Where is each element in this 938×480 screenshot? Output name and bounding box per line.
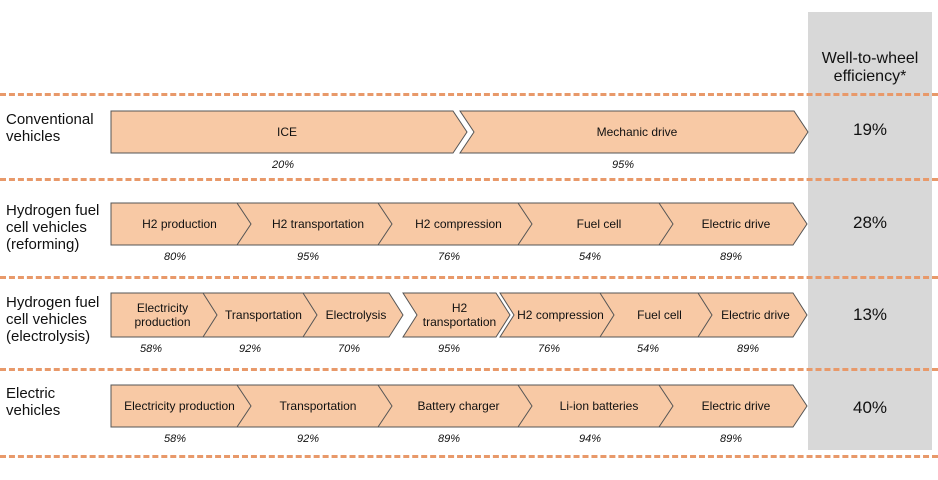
process-step-label: H2 transportation	[422, 301, 497, 329]
row-label-electric: Electric vehicles	[6, 385, 61, 419]
process-step-efficiency: 54%	[578, 251, 602, 263]
process-step-label: Transportation	[225, 308, 302, 322]
process-step-efficiency: 95%	[611, 159, 635, 171]
process-step-label: ICE	[276, 125, 297, 139]
efficiency-value-hydrogen-reforming: 28%	[852, 213, 888, 232]
process-step-label: Electricity production	[124, 399, 235, 413]
process-step-label: Fuel cell	[576, 217, 622, 231]
process-step-efficiency: 89%	[719, 251, 743, 263]
row-label-conventional: Conventional vehicles	[6, 111, 94, 145]
process-step-efficiency: 76%	[437, 251, 461, 263]
process-step-label: H2 compression	[415, 217, 502, 231]
process-step-efficiency: 20%	[271, 159, 295, 171]
process-step-efficiency: 58%	[139, 343, 163, 355]
process-step-label: Battery charger	[417, 399, 500, 413]
process-step-efficiency: 95%	[437, 343, 461, 355]
row-divider	[0, 368, 938, 371]
row-divider	[0, 93, 938, 96]
process-step-label: Mechanic drive	[596, 125, 678, 139]
process-step-efficiency: 58%	[163, 433, 187, 445]
process-step-chevron	[697, 292, 808, 338]
process-step-label: Transportation	[279, 399, 357, 413]
process-step-chevron	[658, 384, 808, 428]
row-divider	[0, 455, 938, 458]
process-step-chevron	[302, 292, 404, 338]
process-step-efficiency: 89%	[719, 433, 743, 445]
process-step-efficiency: 76%	[537, 343, 561, 355]
process-step-efficiency: 70%	[337, 343, 361, 355]
process-step-chevron	[459, 110, 809, 154]
process-step-efficiency: 54%	[636, 343, 660, 355]
efficiency-column	[808, 12, 932, 450]
process-step-label: Electrolysis	[325, 308, 387, 322]
row-label-hydrogen-reforming: Hydrogen fuel cell vehicles (reforming)	[6, 202, 100, 253]
process-step-efficiency: 89%	[736, 343, 760, 355]
row-label-hydrogen-electrolysis: Hydrogen fuel cell vehicles (electrolysi…	[6, 294, 100, 345]
process-step-label: Fuel cell	[637, 308, 682, 322]
process-step-label: Electric drive	[721, 308, 790, 322]
process-step-label: Electric drive	[701, 399, 771, 413]
process-step-chevron	[658, 202, 808, 246]
process-step-label: Electricity production	[134, 301, 191, 329]
efficiency-header: Well-to-wheel efficiency*	[821, 50, 919, 85]
process-step-efficiency: 92%	[238, 343, 262, 355]
process-step-efficiency: 95%	[296, 251, 320, 263]
process-step-efficiency: 94%	[578, 433, 602, 445]
row-divider	[0, 178, 938, 181]
row-divider	[0, 276, 938, 279]
process-step-chevron	[402, 292, 511, 338]
process-step-label: Electric drive	[701, 217, 771, 231]
process-step-label: H2 production	[142, 217, 217, 231]
efficiency-value-conventional: 19%	[852, 120, 888, 139]
process-step-label: Li-ion batteries	[559, 399, 639, 413]
process-step-efficiency: 80%	[163, 251, 187, 263]
process-step-label: H2 compression	[517, 308, 604, 322]
process-step-efficiency: 89%	[437, 433, 461, 445]
process-step-chevron	[110, 110, 468, 154]
efficiency-value-electric: 40%	[852, 398, 888, 417]
efficiency-value-hydrogen-electrolysis: 13%	[852, 305, 888, 324]
process-step-efficiency: 92%	[296, 433, 320, 445]
process-step-label: H2 transportation	[271, 217, 365, 231]
